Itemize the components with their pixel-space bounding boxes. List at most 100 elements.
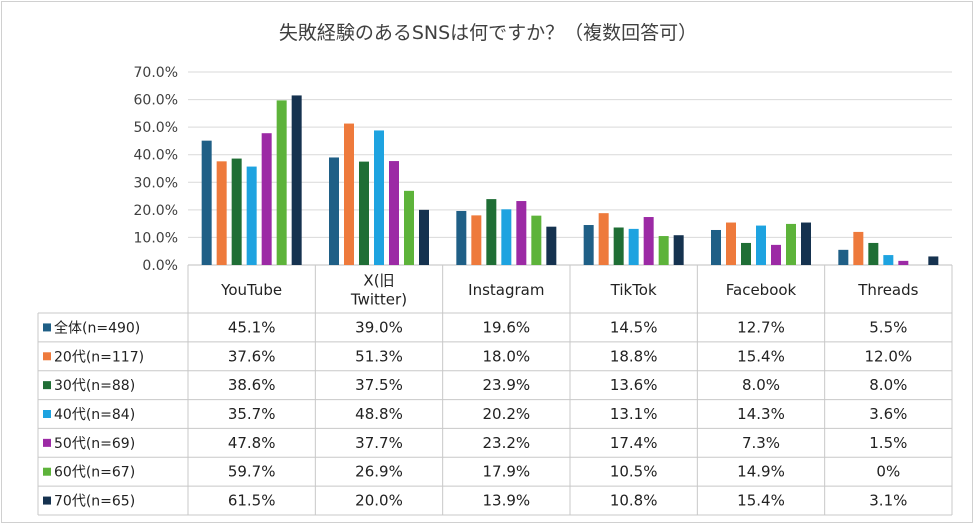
bar	[583, 225, 594, 265]
bar	[201, 140, 212, 265]
legend-swatch	[43, 381, 51, 390]
bar	[786, 223, 796, 265]
bar	[359, 161, 369, 265]
legend-label: 30代(n=88)	[54, 378, 135, 394]
bar	[883, 255, 894, 265]
bar	[741, 242, 751, 265]
legend-swatch	[43, 352, 51, 361]
data-label: 7.3%	[742, 434, 780, 452]
bar	[726, 222, 736, 265]
legend-swatch	[43, 438, 51, 447]
data-label: 14.5%	[610, 318, 658, 336]
y-tick-label: 0.0%	[142, 258, 178, 274]
bar	[628, 228, 639, 265]
gridlines	[188, 71, 952, 266]
data-label: 51.3%	[355, 347, 403, 365]
bar	[471, 215, 482, 265]
data-label: 37.7%	[355, 434, 403, 452]
bar	[501, 209, 512, 265]
bar	[771, 244, 781, 265]
bar	[613, 227, 624, 265]
bar	[546, 226, 557, 265]
legend-swatch	[43, 496, 51, 505]
bar	[531, 215, 542, 265]
data-label: 35.7%	[228, 405, 276, 423]
data-label: 14.3%	[737, 405, 785, 423]
category-label: Instagram	[468, 281, 544, 299]
legend-label: 60代(n=67)	[54, 465, 135, 481]
y-tick-label: 50.0%	[134, 120, 178, 136]
bar	[673, 235, 684, 265]
bar	[868, 242, 879, 265]
bar	[419, 209, 429, 265]
data-label: 26.9%	[355, 463, 403, 481]
bar	[598, 213, 609, 265]
data-label: 13.1%	[610, 405, 658, 423]
data-label: 15.4%	[737, 347, 785, 365]
data-label: 12.7%	[737, 318, 785, 336]
y-tick-label: 60.0%	[134, 93, 178, 109]
data-label: 23.9%	[483, 376, 531, 394]
bar	[928, 256, 939, 265]
bar	[389, 161, 399, 265]
bar	[838, 249, 849, 265]
legend-label: 全体(n=490)	[54, 319, 140, 336]
bar	[801, 222, 811, 265]
category-label: Threads	[857, 281, 918, 299]
data-label: 45.1%	[228, 318, 276, 336]
data-label: 48.8%	[355, 405, 403, 423]
bar	[276, 100, 287, 265]
bar	[486, 199, 497, 265]
category-label: TikTok	[610, 281, 657, 299]
data-label: 20.0%	[355, 492, 403, 510]
data-label: 14.9%	[737, 463, 785, 481]
bar	[456, 210, 467, 265]
data-label: 61.5%	[228, 492, 276, 510]
y-tick-label: 30.0%	[134, 175, 178, 191]
data-label: 23.2%	[483, 434, 531, 452]
bar	[329, 157, 339, 265]
data-label: 38.6%	[228, 376, 276, 394]
data-label: 13.9%	[483, 492, 531, 510]
legend-label: 50代(n=69)	[54, 436, 135, 452]
bar	[643, 217, 654, 265]
legend-swatch	[43, 409, 51, 418]
data-label: 12.0%	[865, 347, 913, 365]
bar	[231, 158, 242, 265]
chart-title: 失敗経験のあるSNSは何ですか？（複数回答可）	[278, 22, 698, 44]
bar	[404, 190, 414, 265]
bar	[261, 133, 272, 265]
category-label: YouTube	[220, 281, 282, 299]
data-label: 20.2%	[483, 405, 531, 423]
data-label: 15.4%	[737, 492, 785, 510]
y-tick-label: 40.0%	[134, 148, 178, 164]
data-label: 18.8%	[610, 347, 658, 365]
data-label: 3.1%	[869, 492, 907, 510]
category-label: X(旧	[363, 272, 394, 290]
data-label: 8.0%	[742, 376, 780, 394]
y-axis-labels: 0.0% 10.0% 20.0% 30.0% 40.0% 50.0% 60.0% 70.0%	[134, 65, 178, 274]
data-label: 17.9%	[483, 463, 531, 481]
bar	[756, 225, 766, 265]
bar	[374, 130, 384, 265]
y-tick-label: 20.0%	[134, 203, 178, 219]
data-label: 0%	[876, 463, 900, 481]
bar	[658, 236, 669, 265]
bar	[711, 229, 721, 265]
y-tick-label: 10.0%	[134, 230, 178, 246]
data-label: 19.6%	[483, 318, 531, 336]
data-label: 1.5%	[869, 434, 907, 452]
bar	[344, 123, 354, 266]
data-label: 13.6%	[610, 376, 658, 394]
bar	[246, 166, 257, 265]
bars	[201, 95, 939, 266]
y-tick-label: 70.0%	[134, 65, 178, 81]
data-label: 59.7%	[228, 463, 276, 481]
legend-swatch	[43, 323, 51, 332]
data-label: 18.0%	[483, 347, 531, 365]
category-label: Twitter)	[350, 291, 407, 309]
legend-label: 20代(n=117)	[54, 349, 144, 365]
